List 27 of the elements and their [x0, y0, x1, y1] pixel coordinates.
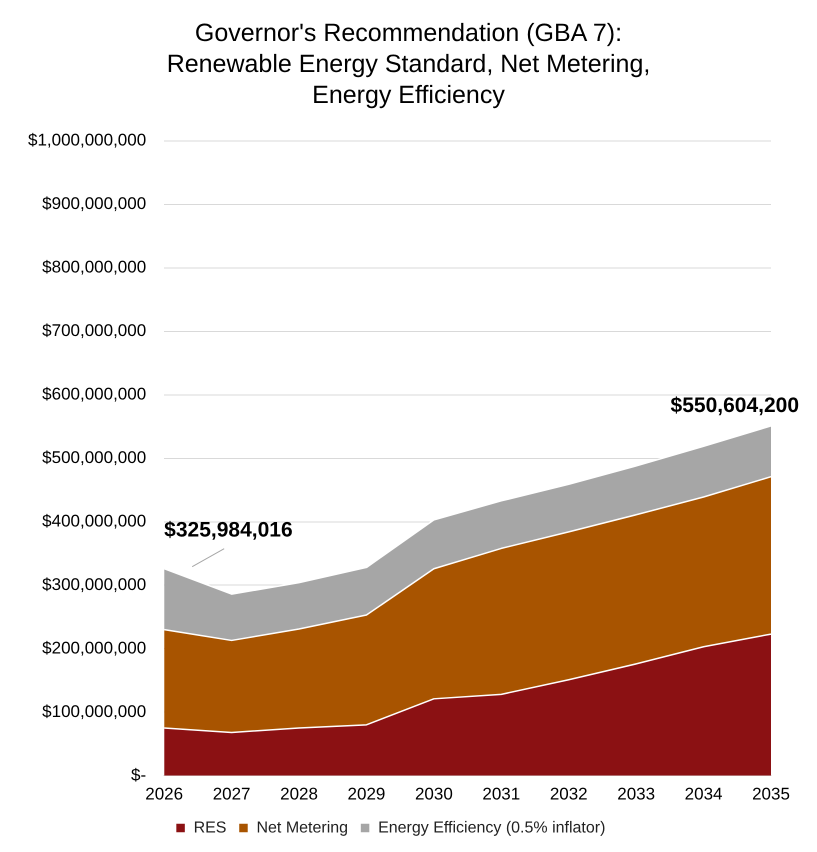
- y-tick-label: $1,000,000,000: [28, 130, 146, 150]
- y-tick-label: $600,000,000: [42, 384, 146, 404]
- annotation: $325,984,016: [164, 518, 293, 542]
- annotation: $550,604,200: [670, 394, 799, 418]
- y-tick-label: $500,000,000: [42, 448, 146, 467]
- y-tick-label: $100,000,000: [42, 702, 146, 721]
- x-tick-label: 2030: [414, 784, 453, 804]
- y-tick-label: $800,000,000: [42, 258, 146, 277]
- x-tick-label: 2033: [617, 784, 656, 804]
- legend-label: Net Metering: [256, 819, 348, 836]
- y-tick-label: $300,000,000: [42, 574, 146, 594]
- y-tick-label: $400,000,000: [42, 511, 146, 530]
- y-tick-label: $700,000,000: [42, 321, 146, 340]
- x-tick-label: 2028: [280, 784, 318, 804]
- y-tick-label: $900,000,000: [42, 194, 146, 214]
- x-tick-label: 2032: [550, 784, 588, 804]
- legend-label: Energy Efficiency (0.5% inflator): [378, 819, 606, 836]
- y-tick-label: $-: [131, 765, 146, 784]
- legend-label: RES: [194, 819, 226, 836]
- chart-title: Governor's Recommendation (GBA 7): Renewable Energy Standard, Net Metering, Energy Efficiency: [166, 18, 652, 111]
- y-tick-label: $200,000,000: [42, 638, 146, 658]
- x-tick-label: 2026: [145, 784, 184, 804]
- x-tick-label: 2035: [752, 784, 790, 804]
- x-tick-label: 2027: [212, 784, 251, 804]
- x-tick-label: 2031: [482, 784, 520, 804]
- x-tick-label: 2034: [684, 784, 722, 804]
- x-tick-label: 2029: [348, 784, 386, 804]
